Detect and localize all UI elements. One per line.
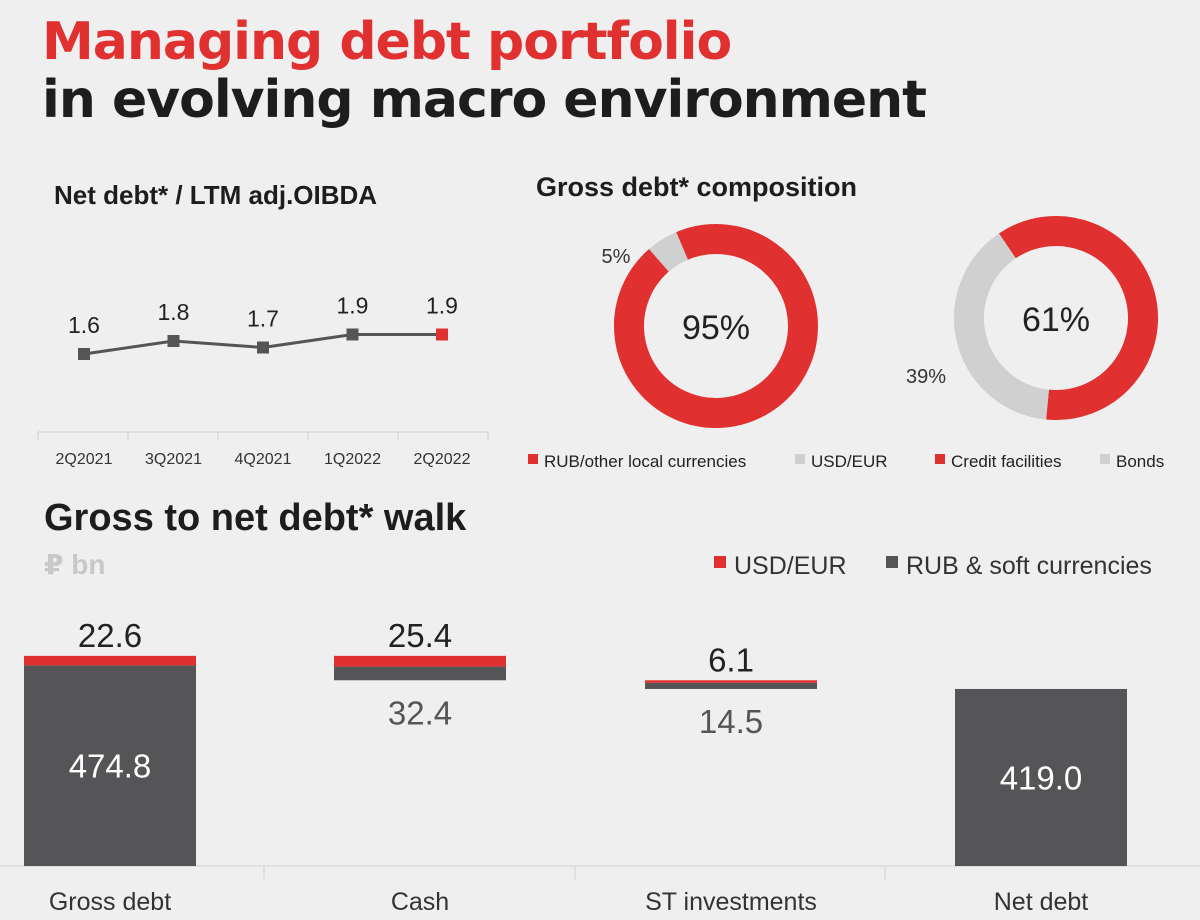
data-point (78, 348, 90, 360)
donut-slice (954, 233, 1050, 420)
donut-slice (998, 216, 1158, 420)
data-label: 1.6 (68, 312, 100, 338)
legend-swatch (1100, 454, 1110, 464)
donut-outer-label: 39% (906, 366, 946, 388)
legend-label: USD/EUR (811, 452, 888, 471)
legend-label: RUB/other local currencies (544, 452, 746, 471)
legend-swatch (714, 556, 726, 568)
legend-swatch (886, 556, 898, 568)
x-tick-label: 1Q2022 (324, 451, 381, 468)
donut-center-label: 95% (682, 309, 750, 347)
bar-rub-soft (334, 666, 506, 681)
data-point (346, 328, 359, 341)
x-tick-label: Cash (391, 888, 449, 916)
x-tick-label: 3Q2021 (145, 451, 202, 468)
page-title-line-2: in evolving macro environment (42, 70, 927, 130)
unit-label: ₽ bn (44, 549, 106, 580)
data-label-rub-soft: 32.4 (388, 694, 452, 731)
legend-label: RUB & soft currencies (906, 552, 1152, 580)
data-point (167, 335, 180, 347)
x-tick-label: 2Q2021 (56, 451, 113, 468)
donut-outer-label: 5% (602, 246, 631, 268)
legend-swatch (795, 454, 805, 464)
legend-label: USD/EUR (734, 552, 847, 580)
line-chart-title: Net debt* / LTM adj.OIBDA (54, 180, 378, 210)
x-tick-label: ST investments (645, 888, 817, 916)
bar-rub-soft (645, 682, 817, 689)
legend-swatch (528, 454, 538, 464)
donut-center-label: 61% (1022, 301, 1090, 339)
donut-slice (614, 224, 818, 428)
legend-label: Credit facilities (951, 452, 1062, 471)
net-debt-ratio-chart: 1.6 2Q2021 1.8 3Q2021 1.7 4Q2021 1.9 1Q2022 1.9 2… (37, 293, 489, 468)
data-label-usd-eur: 22.6 (78, 617, 142, 654)
legend-swatch (935, 454, 945, 464)
data-label: 1.9 (426, 293, 458, 319)
data-label-rub-soft: 419.0 (1000, 759, 1083, 796)
data-label-usd-eur: 25.4 (388, 617, 452, 654)
data-label-usd-eur: 6.1 (708, 641, 754, 678)
x-tick-label: 4Q2021 (235, 451, 292, 468)
waterfall-chart-title: Gross to net debt* walk (44, 497, 467, 539)
data-label-rub-soft: 14.5 (699, 703, 763, 740)
bar-usd-eur (334, 655, 506, 667)
bar-rub-soft (955, 688, 1127, 866)
data-point (436, 328, 448, 341)
page-title-line-1: Managing debt portfolio (42, 12, 732, 72)
data-label: 1.9 (337, 293, 369, 319)
bar-usd-eur (24, 655, 196, 666)
data-label: 1.7 (247, 306, 279, 332)
data-point (257, 341, 269, 354)
x-tick-label: 2Q2022 (414, 451, 471, 468)
bar-rub-soft (24, 665, 196, 866)
x-tick-label: Net debt (994, 888, 1089, 916)
x-tick-label: Gross debt (49, 888, 171, 916)
legend-label: Bonds (1116, 452, 1164, 471)
donut-slice (649, 232, 689, 273)
bar-usd-eur (645, 680, 817, 683)
data-label-rub-soft: 474.8 (69, 748, 152, 785)
data-label: 1.8 (158, 299, 190, 325)
donut-charts-title: Gross debt* composition (536, 172, 858, 202)
